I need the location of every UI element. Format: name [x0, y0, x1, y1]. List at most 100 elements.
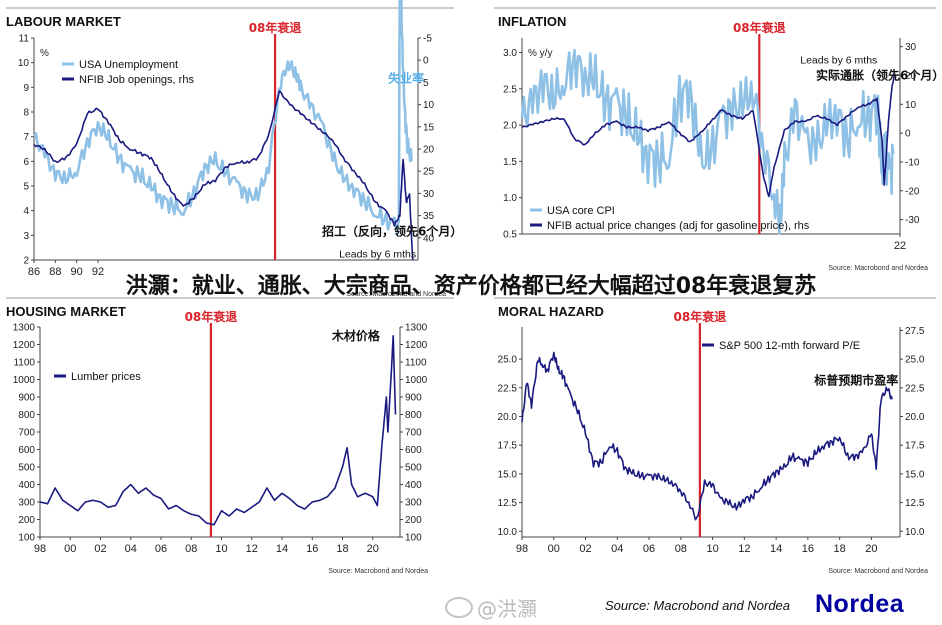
labour-market-xtick-label: 90 — [71, 266, 83, 278]
inflation-ytick-label-right: -20 — [905, 186, 920, 197]
moral-hazard-ytick-label-left: 15.0 — [498, 469, 518, 480]
inflation-legend-label: USA core CPI — [547, 205, 615, 217]
housing-market-ytick-label-left: 500 — [18, 463, 35, 474]
moral-hazard-xtick-label: 20 — [865, 543, 877, 555]
inflation-recession-label: 08年衰退 — [733, 20, 786, 35]
labour-market-ylabel: % — [40, 48, 49, 59]
moral-hazard-xtick-label: 00 — [548, 543, 560, 555]
moral-hazard-ytick-label-right: 10.0 — [905, 527, 925, 538]
housing-market-xtick-label: 08 — [185, 543, 197, 555]
housing-market-xtick-label: 04 — [125, 543, 137, 555]
moral-hazard-xtick-label: 04 — [611, 543, 623, 555]
inflation-xtick-label: 22 — [894, 240, 906, 252]
inflation-ytick-label-right: 20 — [905, 71, 917, 82]
footer-source: Source: Macrobond and Nordea — [605, 598, 791, 613]
housing-market-ytick-label-right: 1300 — [405, 323, 428, 334]
labour-market-ytick-label-left: 5 — [23, 182, 29, 193]
moral-hazard-xtick-label: 18 — [834, 543, 846, 555]
housing-market-xtick-label: 18 — [336, 543, 348, 555]
labour-market-ytick-label-left: 3 — [23, 231, 29, 242]
housing-market-ytick-label-right: 1100 — [405, 358, 427, 369]
labour-market-ytick-label-right: 35 — [423, 211, 435, 222]
inflation-ylabel: % y/y — [528, 48, 552, 59]
labour-market-xtick-label: 88 — [49, 266, 61, 278]
housing-market-ytick-label-right: 700 — [405, 428, 422, 439]
labour-market-legend-label: NFIB Job openings, rhs — [79, 74, 194, 86]
labour-market-xtick-label: 86 — [28, 266, 40, 278]
labour-market-ytick-label-right: -5 — [423, 34, 432, 45]
inflation-ytick-label-right: 0 — [905, 129, 911, 140]
labour-market-ytick-label-right: 5 — [423, 78, 429, 89]
moral-hazard-recession-label: 08年衰退 — [674, 309, 727, 324]
housing-market-series-0 — [39, 335, 397, 526]
housing-market-ytick-label-left: 100 — [18, 533, 35, 544]
moral-hazard-ytick-label-right: 12.5 — [905, 498, 925, 509]
labour-market-ytick-label-right: 15 — [423, 122, 435, 133]
moral-hazard-ytick-label-right: 22.5 — [905, 383, 925, 394]
inflation-ytick-label-left: 0.5 — [503, 230, 517, 241]
labour-market-annotation: 失业率 — [388, 70, 424, 85]
housing-market-xtick-label: 06 — [155, 543, 167, 555]
inflation-series-0 — [520, 48, 895, 235]
housing-market-legend-label: Lumber prices — [71, 371, 141, 383]
housing-market-ytick-label-right: 600 — [405, 445, 422, 456]
overlay-title: 洪灝：就业、通胀、大宗商品、资产价格都已经大幅超过08年衰退复苏 — [125, 274, 817, 299]
moral-hazard-xtick-label: 98 — [516, 543, 528, 555]
moral-hazard-xtick-label: 06 — [643, 543, 655, 555]
labour-market-ytick-label-left: 11 — [19, 34, 30, 45]
housing-market-ytick-label-left: 700 — [18, 428, 35, 439]
housing-market-annotation: 木材价格 — [331, 328, 381, 343]
housing-market-ytick-label-left: 400 — [18, 480, 35, 491]
labour-market-ytick-label-right: 25 — [423, 167, 435, 178]
labour-market-series-0 — [32, 0, 413, 234]
housing-market-xtick-label: 12 — [246, 543, 258, 555]
labour-market-ytick-label-right: 20 — [423, 145, 435, 156]
moral-hazard-ytick-label-left: 25.0 — [498, 355, 518, 366]
housing-market-ytick-label-right: 800 — [405, 410, 422, 421]
labour-market-annotation: Leads by 6 mths — [339, 249, 416, 261]
housing-market-xtick-label: 02 — [94, 543, 106, 555]
inflation-ytick-label-left: 1.0 — [503, 193, 517, 204]
moral-hazard-panel-source: Source: Macrobond and Nordea — [828, 568, 928, 575]
moral-hazard-ytick-label-right: 20.0 — [905, 412, 925, 423]
moral-hazard-ytick-label-left: 17.5 — [498, 441, 518, 452]
moral-hazard-ytick-label-left: 10.0 — [498, 527, 518, 538]
labour-market-ytick-label-right: 0 — [423, 56, 429, 67]
labour-market-ytick-label-left: 6 — [23, 157, 29, 168]
inflation-panel-source: Source: Macrobond and Nordea — [828, 265, 928, 272]
labour-market-annotation: 招工（反向，领先6个月） — [322, 223, 462, 238]
moral-hazard-title: MORAL HAZARD — [498, 304, 604, 319]
housing-market-xtick-label: 16 — [306, 543, 318, 555]
housing-market-ytick-label-left: 300 — [18, 498, 35, 509]
moral-hazard-annotation: 标普预期市盈率 — [813, 372, 898, 387]
inflation-ytick-label-left: 3.0 — [503, 48, 517, 59]
labour-market-ytick-label-right: 30 — [423, 189, 435, 200]
inflation-series-1 — [521, 72, 896, 198]
inflation-ytick-label-left: 2.5 — [503, 84, 517, 95]
housing-market-panel-source: Source: Macrobond and Nordea — [328, 568, 428, 575]
housing-market-ytick-label-right: 500 — [405, 463, 422, 474]
moral-hazard-xtick-label: 10 — [706, 543, 718, 555]
moral-hazard-ytick-label-left: 20.0 — [498, 412, 518, 423]
housing-market-ytick-label-right: 900 — [405, 393, 422, 404]
labour-market-xtick-label: 92 — [92, 266, 104, 278]
moral-hazard-ytick-label-right: 15.0 — [905, 469, 925, 480]
housing-market-xtick-label: 00 — [64, 543, 76, 555]
labour-market-legend-label: USA Unemployment — [79, 59, 178, 71]
inflation-annotation: Leads by 6 mths — [800, 54, 877, 66]
housing-market-ytick-label-left: 1100 — [13, 358, 35, 369]
housing-market-recession-label: 08年衰退 — [185, 309, 238, 324]
housing-market-ytick-label-right: 200 — [405, 515, 422, 526]
housing-market-ytick-label-left: 800 — [18, 410, 35, 421]
labour-market-ytick-label-left: 2 — [23, 256, 29, 267]
labour-market-ytick-label-left: 10 — [18, 58, 30, 69]
inflation-ytick-label-right: -10 — [905, 157, 920, 168]
inflation-ytick-label-right: 30 — [905, 42, 917, 53]
inflation-ytick-label-left: 1.5 — [503, 157, 517, 168]
labour-market-ytick-label-left: 4 — [23, 206, 29, 217]
moral-hazard-ytick-label-right: 27.5 — [905, 326, 925, 337]
housing-market-xtick-label: 20 — [367, 543, 379, 555]
labour-market-ytick-label-left: 7 — [23, 132, 29, 143]
moral-hazard-series-0 — [521, 351, 893, 521]
